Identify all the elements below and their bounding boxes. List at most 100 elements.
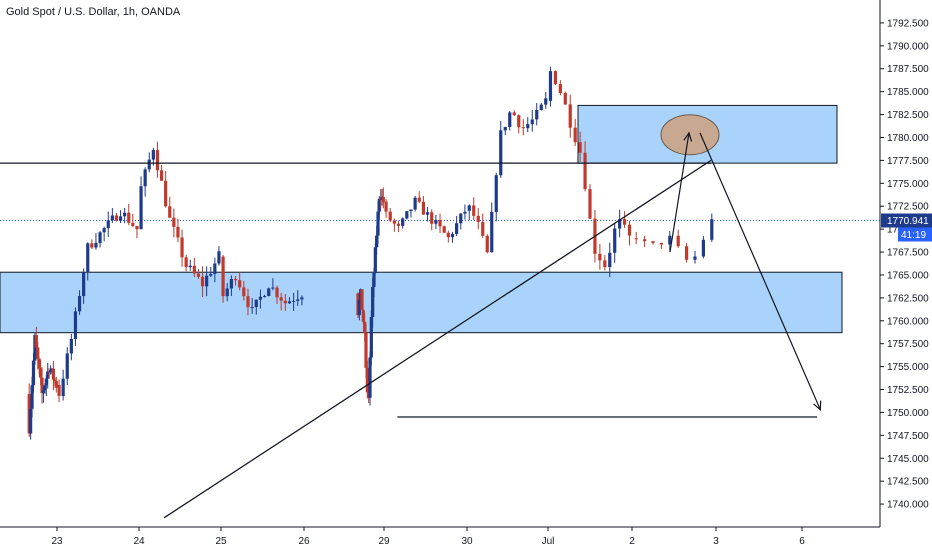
candle — [512, 110, 516, 116]
price-tick-label: 1755.000 — [887, 362, 929, 373]
candle — [388, 208, 392, 223]
candle — [634, 232, 638, 245]
candle — [229, 275, 233, 296]
candle — [392, 218, 396, 232]
candle — [490, 202, 494, 253]
candle — [463, 204, 467, 220]
price-tick-label: 1780.000 — [887, 133, 929, 144]
time-tick-label: 26 — [298, 536, 310, 547]
candle — [568, 94, 572, 138]
candle — [544, 91, 548, 109]
candle — [651, 240, 655, 245]
candle — [535, 102, 539, 126]
candle — [131, 213, 135, 228]
candle — [368, 351, 372, 406]
candle — [184, 254, 188, 272]
candle — [373, 243, 377, 274]
candle — [450, 231, 455, 243]
candle — [127, 203, 131, 226]
price-tick-label: 1752.500 — [887, 385, 929, 396]
candle — [627, 220, 632, 246]
candle — [287, 297, 292, 304]
candle — [106, 211, 110, 237]
price-tick-label: 1742.500 — [887, 477, 929, 488]
candle — [618, 209, 622, 238]
candle — [409, 209, 413, 218]
candle — [69, 333, 73, 361]
candle — [44, 375, 48, 397]
candle — [267, 287, 271, 297]
candle — [578, 131, 582, 162]
candle — [563, 91, 567, 106]
candle — [102, 226, 106, 242]
candle — [143, 167, 147, 197]
candle — [365, 360, 369, 399]
price-tick-label: 1762.500 — [887, 293, 929, 304]
price-tick-label: 1782.500 — [887, 110, 929, 121]
candle — [250, 298, 254, 314]
candle — [558, 80, 562, 96]
candle — [98, 230, 102, 248]
candle — [442, 225, 446, 234]
candle — [279, 292, 283, 311]
candle — [446, 230, 450, 243]
candle — [254, 299, 258, 315]
candle — [61, 369, 65, 401]
time-tick-label: 24 — [133, 536, 145, 547]
candle — [118, 210, 123, 224]
candle — [434, 214, 438, 230]
candle — [86, 242, 90, 281]
candle — [155, 141, 160, 178]
drawing-lines — [0, 114, 822, 519]
candle — [499, 120, 503, 178]
candle — [217, 246, 221, 266]
candle — [481, 213, 485, 238]
candle — [159, 164, 164, 182]
candle — [369, 310, 373, 366]
candle — [603, 255, 607, 271]
candle — [526, 117, 530, 132]
time-tick-label: Jul — [542, 536, 555, 547]
candle — [521, 119, 525, 136]
candle — [221, 254, 225, 303]
candle — [246, 288, 250, 316]
candle — [205, 266, 209, 297]
candle — [710, 213, 714, 243]
price-tick-label: 1765.000 — [887, 270, 929, 281]
candle — [110, 207, 114, 224]
candle — [438, 213, 442, 233]
price-tick-label: 1767.500 — [887, 248, 929, 259]
time-tick-label: 6 — [799, 536, 805, 547]
candle — [613, 222, 617, 263]
candle — [176, 218, 180, 242]
arrow-up[interactable] — [669, 131, 693, 253]
candle — [192, 257, 196, 278]
candle — [200, 266, 205, 298]
candle — [135, 225, 139, 239]
candle — [180, 229, 184, 267]
candle — [485, 234, 489, 254]
candle — [65, 347, 69, 385]
price-tick-label: 1790.000 — [887, 41, 929, 52]
time-tick-label: 3 — [713, 536, 719, 547]
candle — [114, 213, 119, 222]
ascending-trendline[interactable] — [163, 159, 712, 519]
candle — [472, 197, 476, 221]
candle — [82, 268, 86, 304]
candle — [430, 209, 434, 231]
candle — [209, 267, 213, 278]
candle — [425, 206, 430, 222]
candle — [459, 213, 463, 230]
candle — [598, 243, 602, 270]
time-tick-label: 29 — [378, 536, 390, 547]
candle — [300, 295, 304, 306]
time-tick-label: 2 — [629, 536, 635, 547]
candle — [238, 273, 242, 291]
candles — [27, 66, 714, 440]
candle — [668, 231, 672, 251]
lower-demand-zone[interactable] — [0, 271, 843, 334]
arrow-down[interactable] — [699, 132, 822, 411]
candle — [413, 196, 417, 212]
time-tick-label: 23 — [51, 536, 63, 547]
